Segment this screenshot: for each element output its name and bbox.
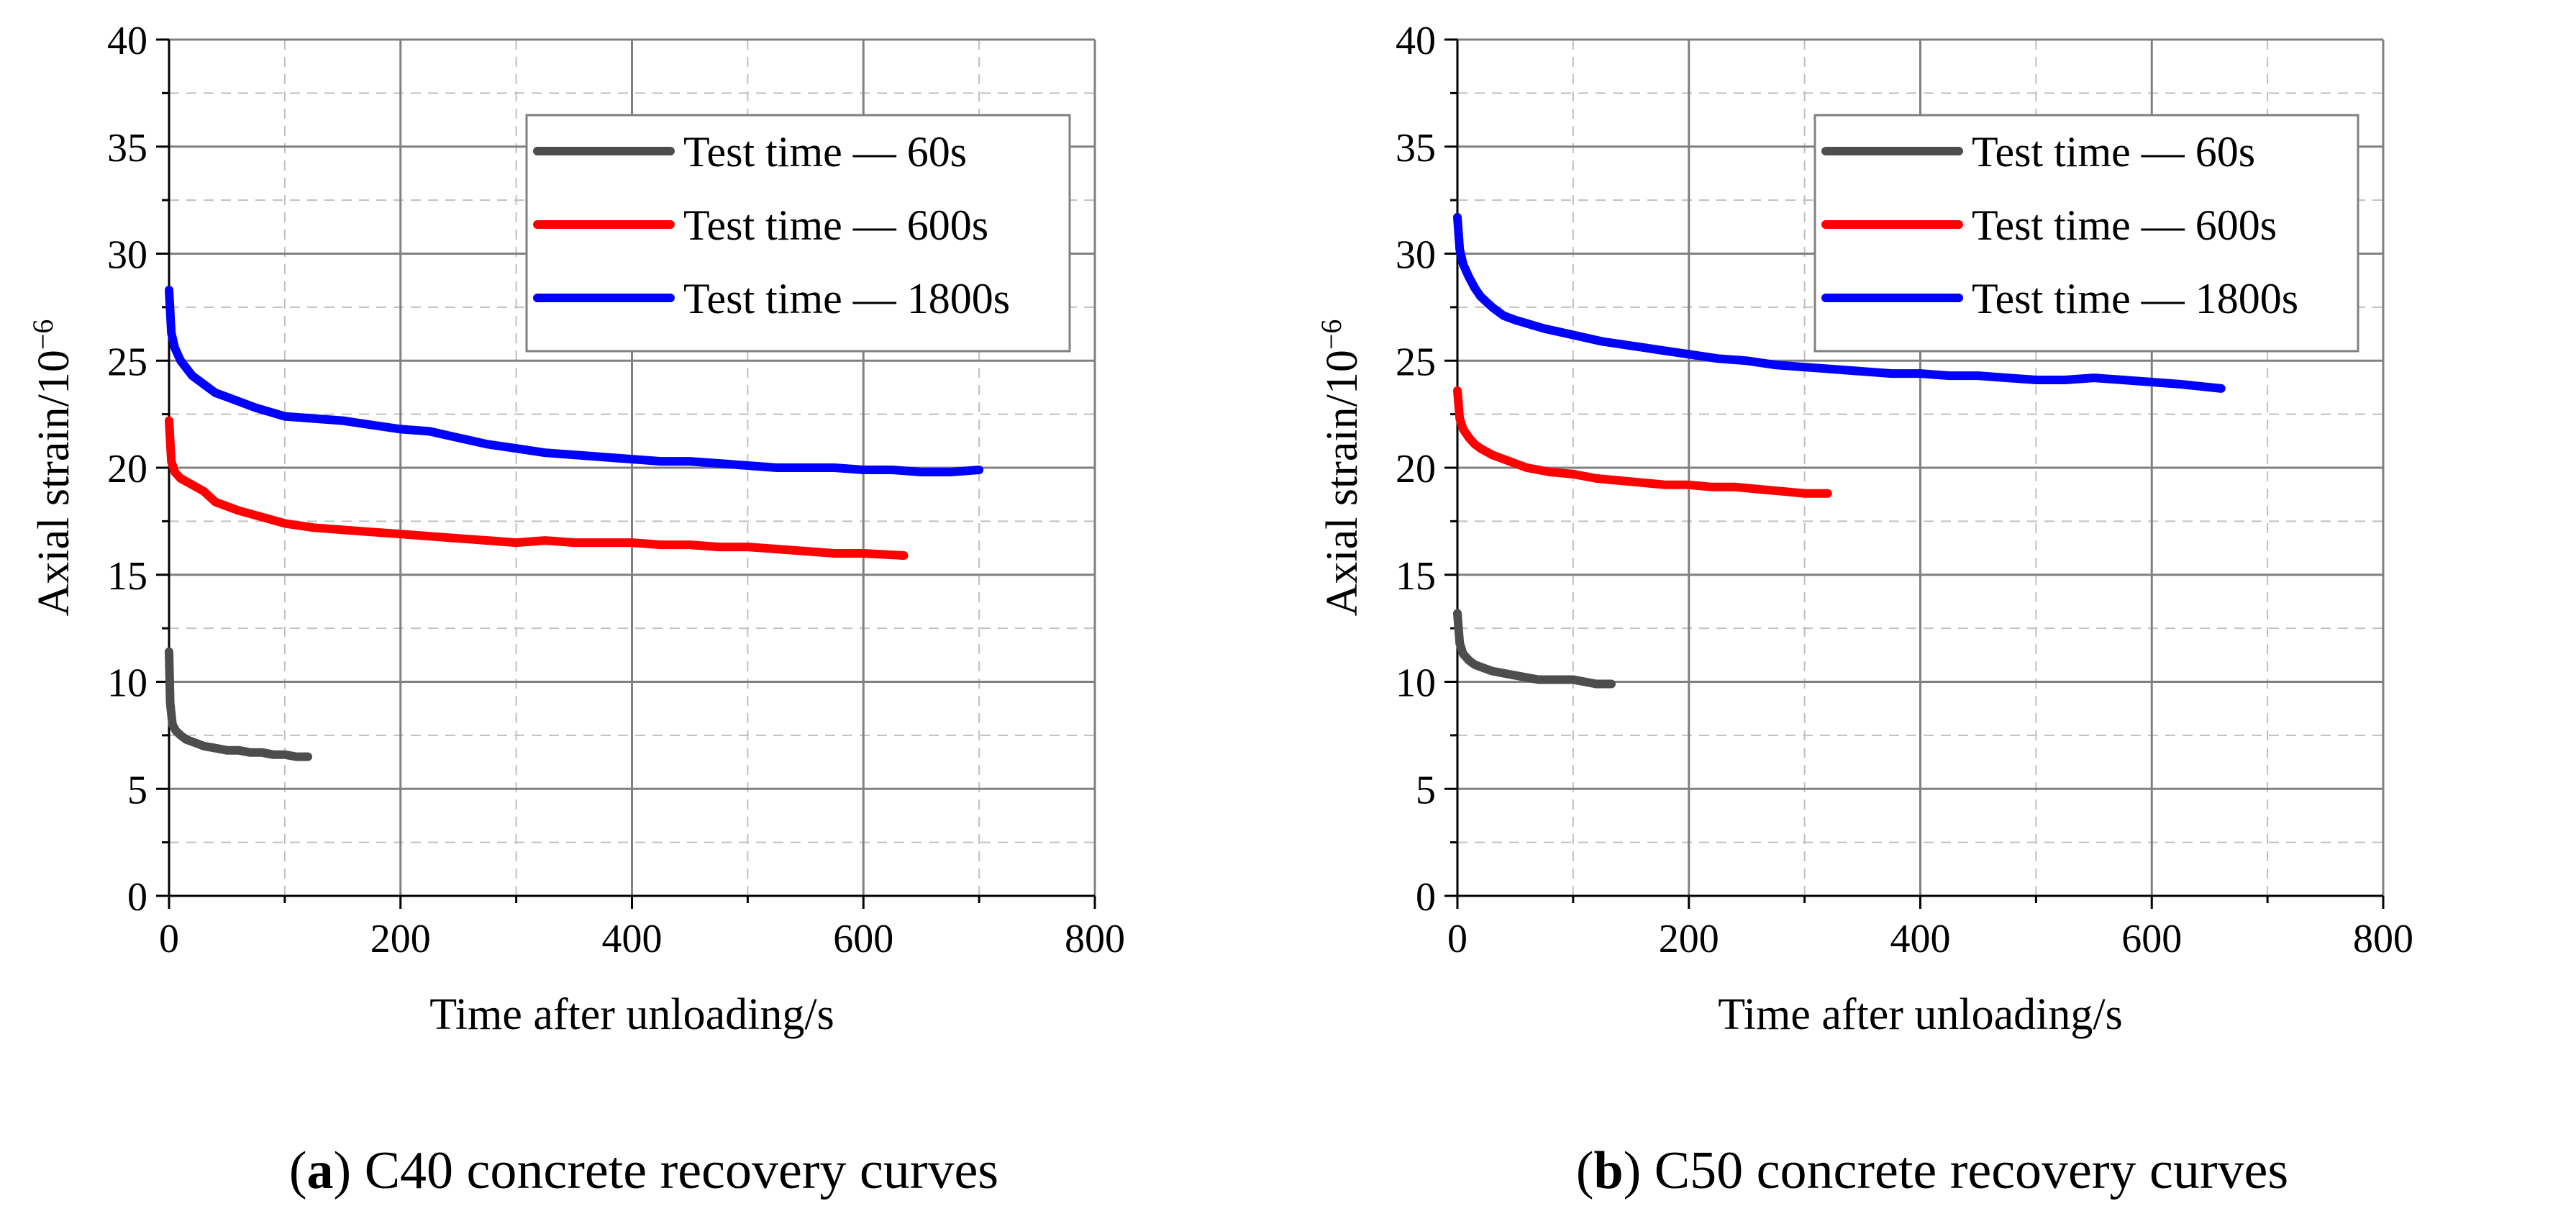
x-tick-label: 400 — [602, 917, 663, 961]
panel-b: 0 200 400 600 800 0 5 10 15 20 25 30 35 40 Time after … — [1288, 0, 2576, 1224]
x-tick-label: 0 — [1447, 917, 1467, 961]
y-tick-label: 0 — [1416, 875, 1436, 920]
x-tick-label: 400 — [1890, 917, 1951, 961]
y-tick-label: 20 — [1396, 447, 1436, 491]
x-axis-label: Time after unloading/s — [429, 990, 834, 1039]
series-line — [165, 647, 312, 761]
x-axis-label: Time after unloading/s — [1718, 990, 2123, 1039]
chart-b: 0 200 400 600 800 0 5 10 15 20 25 30 35 40 Time after … — [1315, 19, 2413, 1039]
y-axis-label: Axial strain/10−6 — [1315, 319, 1367, 617]
y-tick-label: 20 — [107, 447, 147, 491]
caption-text: C40 concrete recovery curves — [364, 1141, 999, 1200]
y-tick-label: 15 — [1396, 554, 1436, 599]
y-tick-label: 0 — [127, 875, 147, 920]
x-tick-label: 600 — [833, 917, 893, 961]
y-tick-label: 5 — [127, 768, 147, 812]
y-tick-label: 40 — [107, 19, 147, 63]
x-tick-label: 800 — [2353, 917, 2413, 961]
y-tick-label: 10 — [1396, 661, 1436, 706]
series-line — [1453, 212, 2226, 393]
y-axis-label: Axial strain/10−6 — [27, 319, 78, 617]
y-tick-label: 30 — [1396, 233, 1436, 278]
caption-a: (a) C40 concrete recovery curves — [288, 1141, 999, 1200]
series-line — [165, 416, 909, 560]
chart-a: 0 200 400 600 800 0 5 10 15 20 25 30 35 40 Time after … — [27, 19, 1125, 1039]
y-tick-label: 25 — [1396, 340, 1436, 384]
series-line — [1453, 386, 1832, 498]
legend-label: Test time — 1800s — [1972, 275, 2298, 322]
y-tick-label: 30 — [107, 233, 147, 278]
x-tick-label: 0 — [159, 917, 179, 961]
caption-text: C50 concrete recovery curves — [1654, 1141, 2289, 1200]
y-tick-label: 15 — [107, 554, 147, 599]
legend-label: Test time — 60s — [683, 128, 967, 176]
legend-label: Test time — 600s — [1972, 201, 2277, 249]
y-tick-label: 5 — [1416, 768, 1436, 812]
x-tick-label: 600 — [2121, 917, 2182, 961]
x-tick-label: 200 — [1659, 917, 1719, 961]
y-tick-label: 10 — [107, 661, 147, 706]
y-tick-label: 25 — [107, 340, 147, 384]
series-group — [1453, 212, 2226, 689]
caption-letter: a — [306, 1141, 334, 1200]
legend-label: Test time — 600s — [683, 201, 988, 249]
panel-a: 0 200 400 600 800 0 5 10 15 20 25 30 35 40 Time after … — [27, 19, 1125, 1200]
caption-b: (b) C50 concrete recovery curves — [1575, 1141, 2289, 1200]
x-tick-label: 200 — [370, 917, 431, 961]
series-group — [165, 286, 984, 761]
y-tick-label: 35 — [1396, 126, 1436, 171]
x-tick-label: 800 — [1065, 917, 1125, 961]
series-line — [1453, 609, 1616, 689]
caption-letter: b — [1593, 1141, 1624, 1200]
series-line — [165, 286, 984, 476]
legend-label: Test time — 1800s — [683, 275, 1010, 322]
y-tick-label: 35 — [107, 126, 147, 171]
legend-label: Test time — 60s — [1972, 128, 2255, 176]
y-tick-label: 40 — [1396, 19, 1436, 63]
